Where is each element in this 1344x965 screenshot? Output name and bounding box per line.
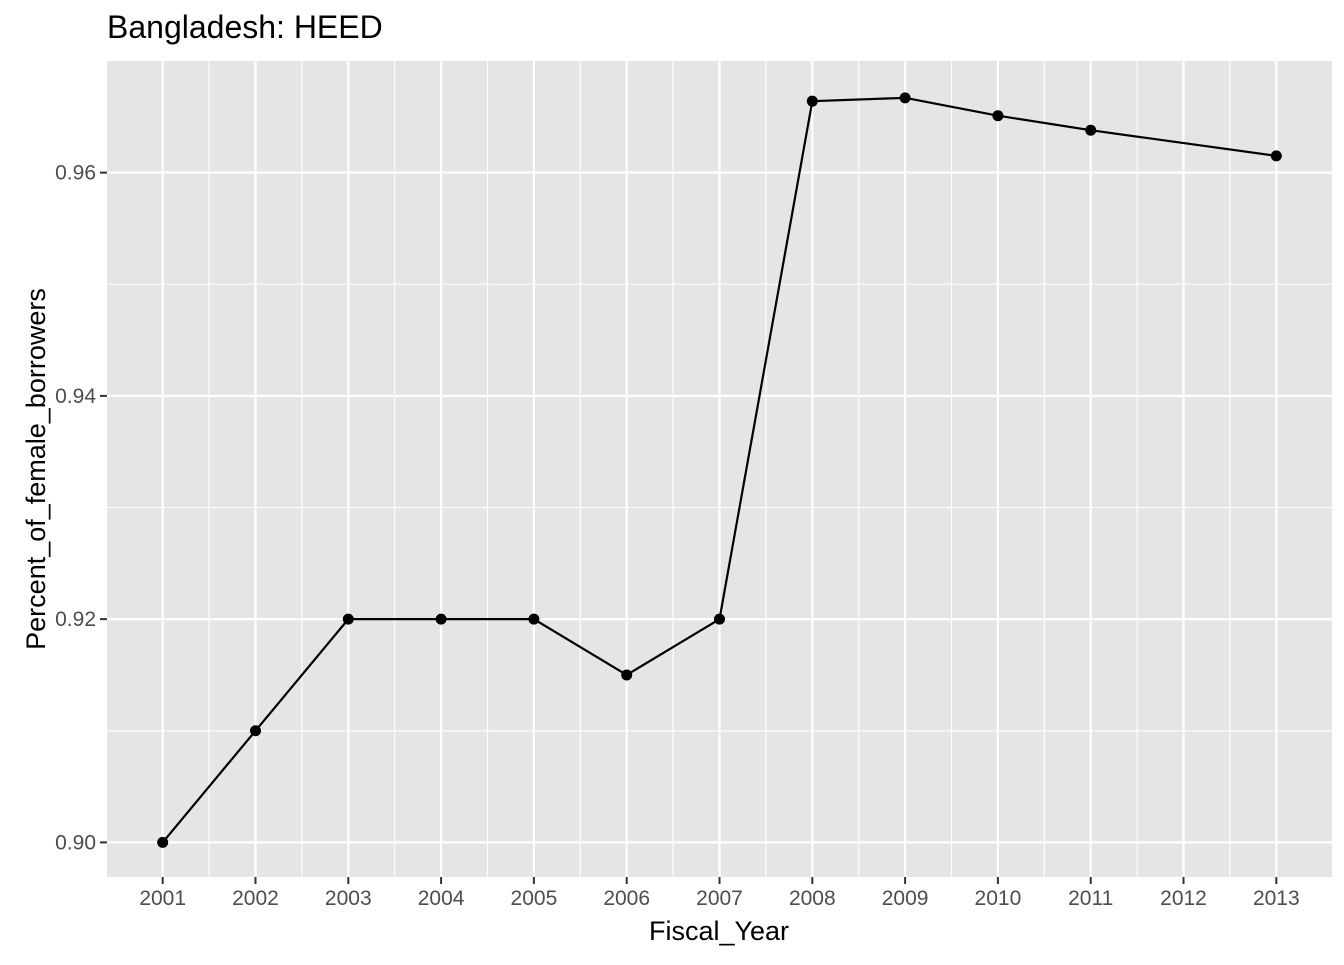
x-tick-label: 2011 [1068, 887, 1113, 910]
y-tick-label: 0.90 [55, 831, 96, 854]
data-point [157, 836, 169, 848]
y-tick-labels: 0.90 0.92 0.94 0.96 [55, 162, 96, 855]
data-point [435, 613, 447, 625]
data-point [899, 92, 911, 104]
axis-ticks [100, 171, 1278, 884]
x-tick-labels: 2001 2002 2003 2004 2005 2006 2007 2008 2009 2010… [139, 887, 1299, 910]
data-point [1270, 150, 1282, 162]
x-tick-label: 2001 [139, 887, 186, 910]
x-tick-label: 2007 [696, 887, 743, 910]
x-tick-label: 2006 [603, 887, 650, 910]
chart-title: Bangladesh: HEED [107, 9, 383, 45]
data-point [714, 613, 725, 625]
y-axis-title: Percent_of_female_borrowers [21, 288, 51, 650]
x-axis-title: Fiscal_Year [649, 916, 789, 946]
y-tick-label: 0.92 [55, 608, 96, 631]
data-point [621, 669, 633, 681]
y-tick-label: 0.96 [55, 162, 96, 185]
x-tick-label: 2005 [511, 887, 558, 910]
data-point [1085, 124, 1097, 136]
data-point [528, 613, 540, 625]
x-tick-label: 2002 [232, 887, 279, 910]
data-point [806, 95, 818, 107]
data-point [249, 725, 261, 737]
data-point [992, 110, 1004, 122]
x-tick-label: 2004 [418, 887, 465, 910]
data-points [157, 92, 1282, 848]
x-tick-label: 2003 [325, 887, 372, 910]
series-line [161, 96, 1277, 844]
x-tick-label: 2010 [975, 887, 1022, 910]
x-tick-label: 2013 [1253, 887, 1300, 910]
x-tick-label: 2012 [1160, 887, 1207, 910]
x-tick-label: 2008 [789, 887, 836, 910]
data-point [342, 613, 354, 625]
major-gridlines [107, 61, 1332, 877]
x-tick-label: 2009 [882, 887, 929, 910]
y-tick-label: 0.94 [55, 385, 96, 408]
